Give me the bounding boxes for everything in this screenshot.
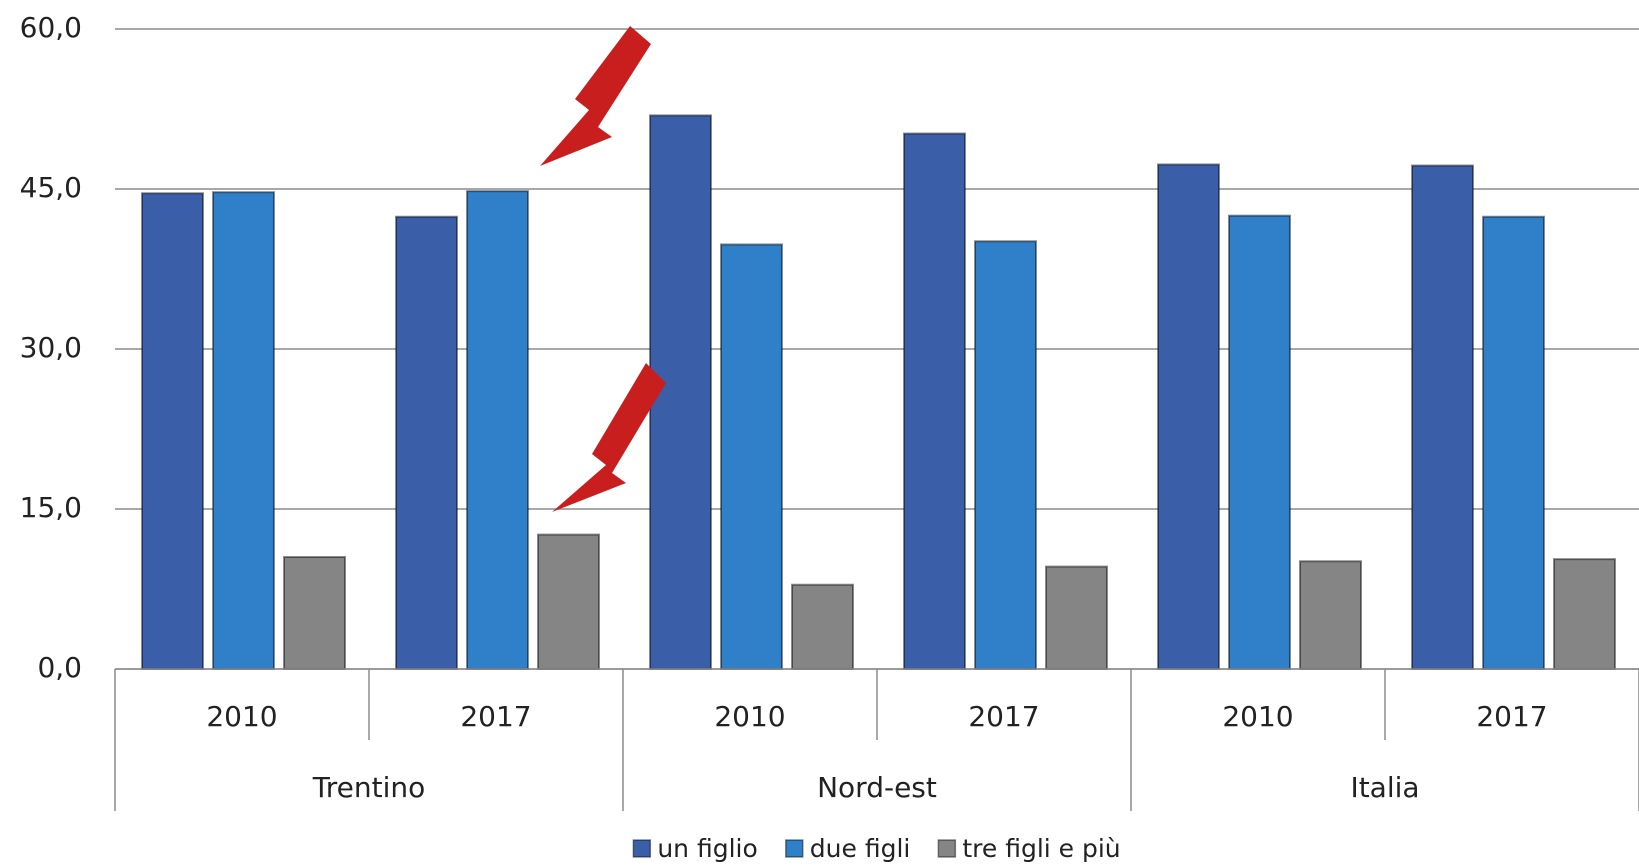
legend-swatch: [937, 839, 957, 858]
legend-swatch: [632, 839, 652, 858]
group-label: Trentino: [312, 771, 426, 804]
bar: [903, 132, 966, 671]
legend: un figlio due figli tre figli e più: [632, 834, 1121, 863]
y-tick-label: 60,0: [20, 11, 82, 44]
bar: [1157, 163, 1220, 670]
annotation-arrows: [540, 26, 666, 512]
bar: [1553, 558, 1616, 671]
bar: [1045, 565, 1108, 670]
bar: [466, 190, 529, 670]
arrow: [552, 363, 666, 512]
x-tick-label: 2017: [1476, 700, 1547, 733]
bar: [141, 192, 204, 670]
y-tick-label: 15,0: [20, 491, 82, 524]
legend-label: tre figli e più: [962, 834, 1120, 863]
bar: [720, 243, 783, 670]
y-tick-label: 45,0: [20, 171, 82, 204]
bar: [974, 240, 1037, 670]
bar: [1299, 560, 1362, 670]
legend-swatch: [785, 839, 804, 858]
bar: [537, 533, 600, 670]
x-tick-label: 2010: [714, 700, 785, 733]
arrow: [540, 26, 651, 166]
bar: [212, 191, 275, 670]
bar: [1228, 214, 1291, 671]
y-tick-label: 30,0: [20, 331, 82, 364]
x-tick-label: 2010: [1222, 700, 1293, 733]
group-label: Italia: [1350, 771, 1419, 804]
x-tick-label: 2017: [968, 700, 1039, 733]
legend-label: un figlio: [657, 834, 757, 863]
bar: [283, 556, 346, 670]
bar: [395, 215, 458, 670]
x-tick-label: 2017: [460, 700, 531, 733]
bar: [1482, 215, 1545, 670]
x-tick-label: 2010: [206, 700, 277, 733]
group-label: Nord-est: [817, 771, 937, 804]
legend-label: due figli: [810, 834, 911, 863]
bar: [1411, 164, 1474, 671]
bar: [791, 583, 854, 671]
y-tick-label: 0,0: [37, 651, 82, 684]
